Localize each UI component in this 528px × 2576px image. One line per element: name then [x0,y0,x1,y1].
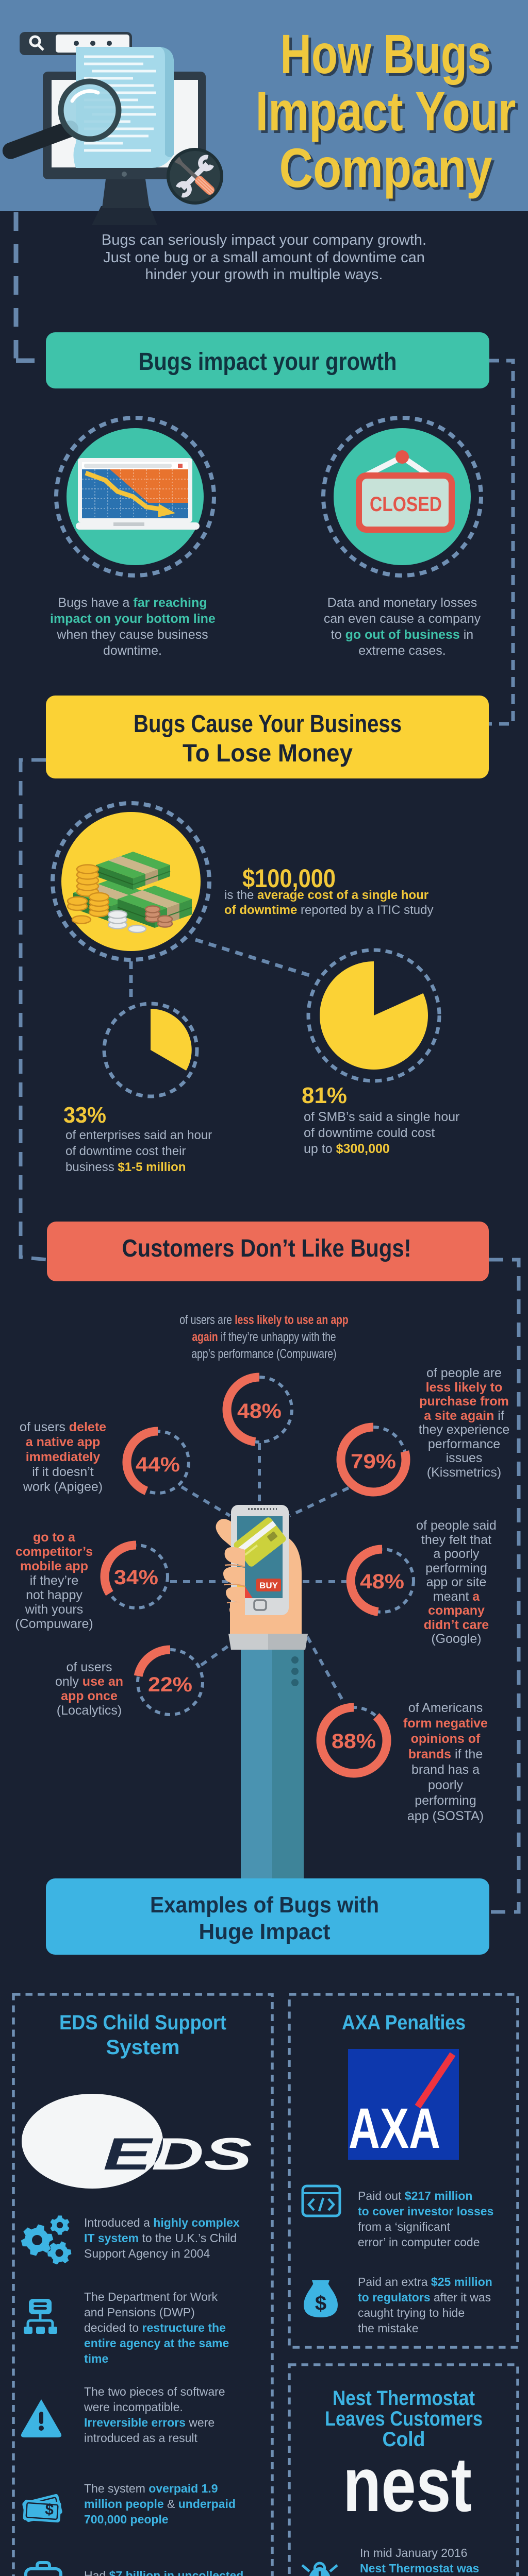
svg-text:22%: 22% [148,1673,192,1696]
svg-text:Examples of Bugs with: Examples of Bugs with [150,1892,379,1918]
svg-text:Leaves Customers: Leaves Customers [325,2408,483,2430]
svg-text:System: System [106,2036,180,2059]
svg-text:CLOSED: CLOSED [370,493,442,516]
svg-text:BUY: BUY [259,1581,278,1590]
svg-text:$100,000: $100,000 [242,864,336,893]
svg-text:81%: 81% [302,1083,347,1108]
svg-text:EDS: EDS [103,2128,252,2179]
svg-text:Bugs Cause Your Business: Bugs Cause Your Business [134,710,402,738]
svg-text:33%: 33% [63,1103,106,1128]
svg-text:$: $ [44,2501,54,2518]
svg-text:48%: 48% [360,1570,404,1593]
svg-text:48%: 48% [237,1400,282,1422]
svg-text:Impact Your: Impact Your [258,82,519,145]
svg-text:AXA: AXA [349,2097,440,2160]
svg-text:79%: 79% [351,1450,396,1473]
svg-text:Customers Don’t Like Bugs!: Customers Don’t Like Bugs! [122,1235,411,1262]
svg-text:44%: 44% [136,1453,180,1476]
svg-text:AXA Penalties: AXA Penalties [342,2011,466,2034]
svg-text:How Bugs: How Bugs [280,23,491,85]
svg-text:Huge Impact: Huge Impact [199,1919,331,1944]
svg-text:$: $ [315,2292,326,2315]
svg-text:Bugs impact your growth: Bugs impact your growth [139,348,397,376]
svg-text:Impact Your: Impact Your [256,80,516,142]
svg-text:How Bugs: How Bugs [283,25,494,88]
svg-text:nest: nest [343,2441,472,2519]
svg-text:Company: Company [279,137,492,199]
svg-text:To Lose Money: To Lose Money [183,740,353,767]
svg-text:34%: 34% [114,1566,158,1589]
svg-text:Company: Company [282,139,495,201]
svg-text:EDS Child Support: EDS Child Support [59,2011,226,2034]
svg-text:Nest Thermostat: Nest Thermostat [333,2387,475,2410]
svg-text:88%: 88% [332,1730,376,1753]
svg-text:?: ? [38,2573,49,2576]
svg-text:Cold: Cold [383,2428,425,2451]
